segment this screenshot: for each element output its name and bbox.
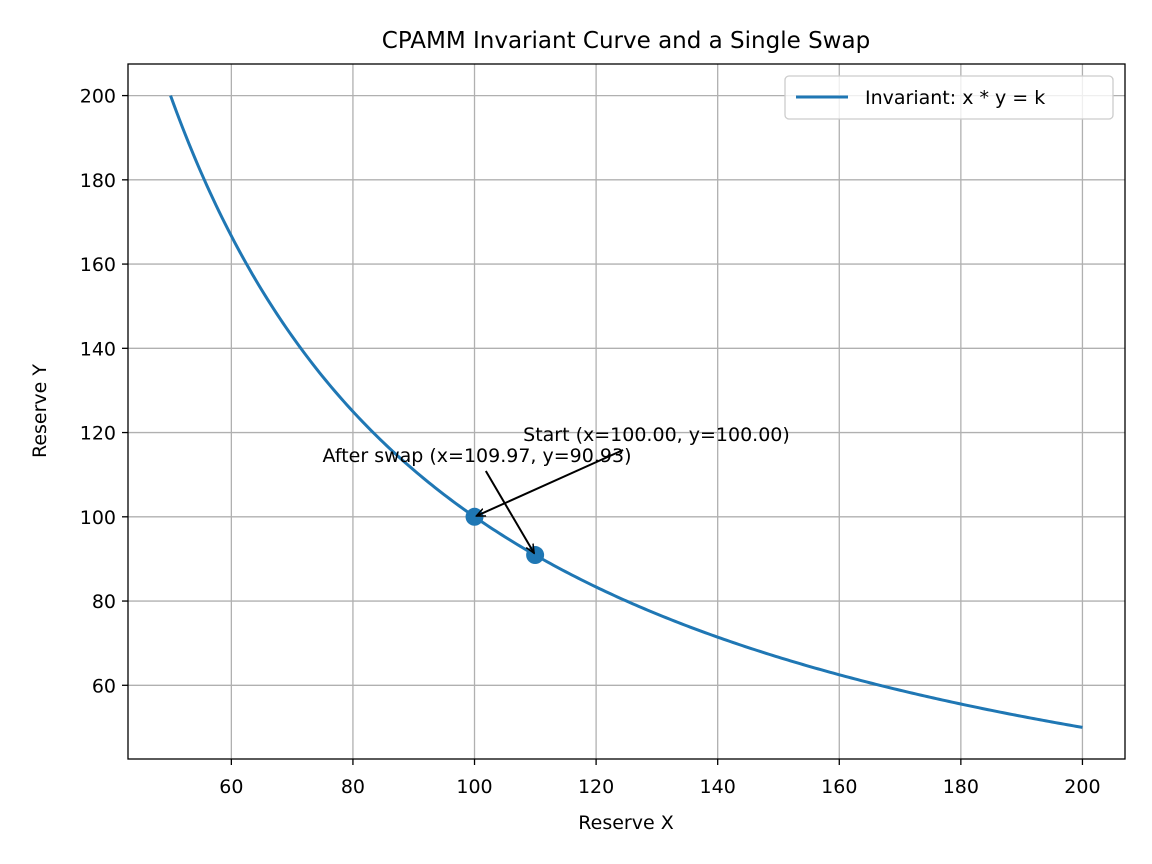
annotation-arrow <box>476 449 624 517</box>
annotation-text: Start (x=100.00, y=100.00) <box>523 424 790 446</box>
y-tick-label: 140 <box>80 338 116 360</box>
plot-frame <box>127 63 1126 760</box>
legend-box <box>784 75 1114 120</box>
legend-label: Invariant: x * y = k <box>865 87 1045 109</box>
x-axis-label: Reserve X <box>578 812 673 834</box>
x-tick-label: 100 <box>456 776 492 798</box>
y-axis-label: Reserve Y <box>29 364 51 458</box>
swap-point <box>465 507 484 526</box>
invariant-curve <box>169 95 1083 729</box>
annotation-arrow <box>484 470 534 553</box>
y-tick-label: 100 <box>80 507 116 529</box>
x-tick-label: 60 <box>219 776 243 798</box>
x-tick-label: 80 <box>341 776 365 798</box>
y-axis-ticks: 60 80 100 120 140 160 180 200 <box>80 86 128 697</box>
y-tick-label: 200 <box>80 86 116 108</box>
x-tick-label: 140 <box>700 776 736 798</box>
x-tick-label: 200 <box>1064 776 1100 798</box>
chart-title: CPAMM Invariant Curve and a Single Swap <box>382 28 870 54</box>
swap-point <box>526 546 545 565</box>
y-tick-label: 60 <box>92 675 116 697</box>
y-tick-label: 120 <box>80 423 116 445</box>
x-axis-ticks: 60 80 100 120 140 160 180 200 <box>219 759 1101 798</box>
curve-layer <box>169 95 1083 729</box>
x-tick-label: 160 <box>821 776 857 798</box>
legend: Invariant: x * y = k <box>784 75 1114 120</box>
y-tick-label: 80 <box>92 591 116 613</box>
y-tick-label: 180 <box>80 170 116 192</box>
x-tick-label: 120 <box>578 776 614 798</box>
annotations-layer: Start (x=100.00, y=100.00)After swap (x=… <box>323 424 790 553</box>
annotation-text: After swap (x=109.97, y=90.93) <box>323 445 632 467</box>
y-tick-label: 160 <box>80 254 116 276</box>
x-tick-label: 180 <box>943 776 979 798</box>
